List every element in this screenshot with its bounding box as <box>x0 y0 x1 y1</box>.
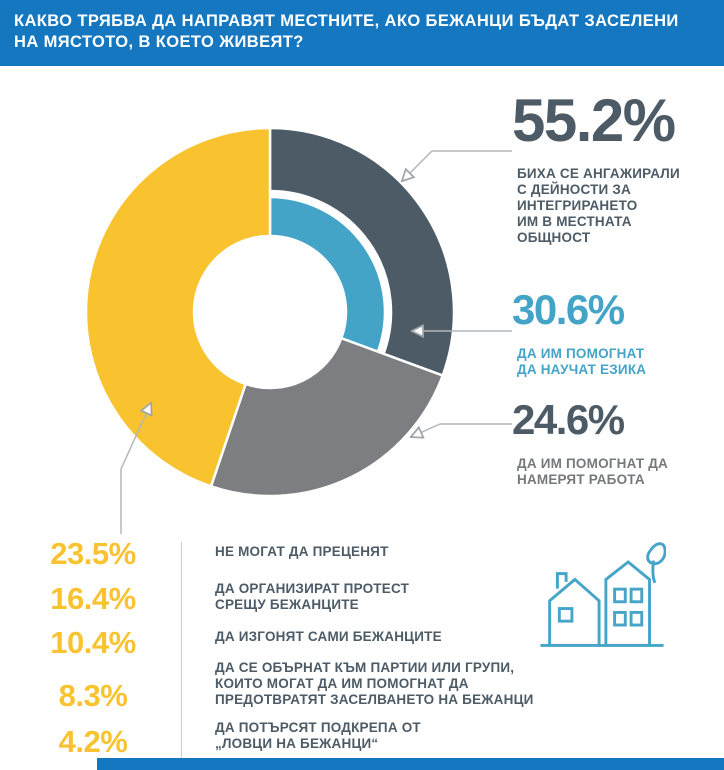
donut-segment-help-find-work <box>209 336 445 498</box>
left-house-icon <box>548 577 601 647</box>
window-icon <box>557 607 574 623</box>
window-icon <box>629 587 644 604</box>
stat-label-24-6: ДА ИМ ПОМОГНАТ ДА НАМЕРЯТ РАБОТА <box>517 456 669 487</box>
window-icon <box>613 587 627 604</box>
list-pct-8-3: 8.3% <box>58 678 128 713</box>
stat-label-30-6: ДА ИМ ПОМОГНАТ ДА НАУЧАТ ЕЗИКА <box>517 346 647 377</box>
list-pct-10-4: 10.4% <box>50 625 136 660</box>
list-column-divider <box>181 542 182 758</box>
question-header: КАКВО ТРЯБВА ДА НАПРАВЯТ МЕСТНИТЕ, АКО Б… <box>0 0 724 66</box>
leaf-icon <box>646 542 666 566</box>
list-pct-23-5: 23.5% <box>50 536 136 571</box>
stat-value-30-6: 30.6% <box>512 286 625 333</box>
donut-segment-other-answers <box>84 126 272 488</box>
list-label-10-4: ДА ИЗГОНЯТ САМИ БЕЖАНЦИТЕ <box>215 629 442 644</box>
houses-icon <box>540 542 666 647</box>
stat-value-55-2: 55.2% <box>512 87 676 154</box>
donut-segment-would-engage-in-integration <box>268 126 456 378</box>
stat-value-24-6: 24.6% <box>512 396 625 443</box>
footer-bar <box>97 758 724 770</box>
list-pct-16-4: 16.4% <box>50 581 136 616</box>
stat-label-55-2: БИХА СЕ АНГАЖИРАЛИ С ДЕЙНОСТИ ЗА ИНТЕГРИ… <box>517 166 680 245</box>
window-icon <box>629 610 644 627</box>
list-label-8-3: ДА СЕ ОБЪРНАТ КЪМ ПАРТИИ ИЛИ ГРУПИ, КОИТ… <box>215 660 534 707</box>
chimney-icon <box>555 572 568 589</box>
list-label-4-2: ДА ПОТЪРСЯТ ПОДКРЕПА ОТ „ЛОВЦИ НА БЕЖАНЦ… <box>215 720 421 751</box>
header-line-1: КАКВО ТРЯБВА ДА НАПРАВЯТ МЕСТНИТЕ, АКО Б… <box>14 12 679 30</box>
right-house-icon <box>604 560 651 647</box>
leaf-stem-icon <box>651 560 657 584</box>
donut-chart <box>84 126 456 498</box>
window-icon <box>613 610 627 627</box>
list-label-16-4: ДА ОРГАНИЗИРАТ ПРОТЕСТ СРЕЩУ БЕЖАНЦИТЕ <box>215 581 410 612</box>
list-label-23-5: НЕ МОГАТ ДА ПРЕЦЕНЯТ <box>215 544 389 559</box>
header-line-2: НА МЯСТОТО, В КОЕТО ЖИВЕЯТ? <box>14 33 304 51</box>
list-pct-4-2: 4.2% <box>58 724 128 759</box>
